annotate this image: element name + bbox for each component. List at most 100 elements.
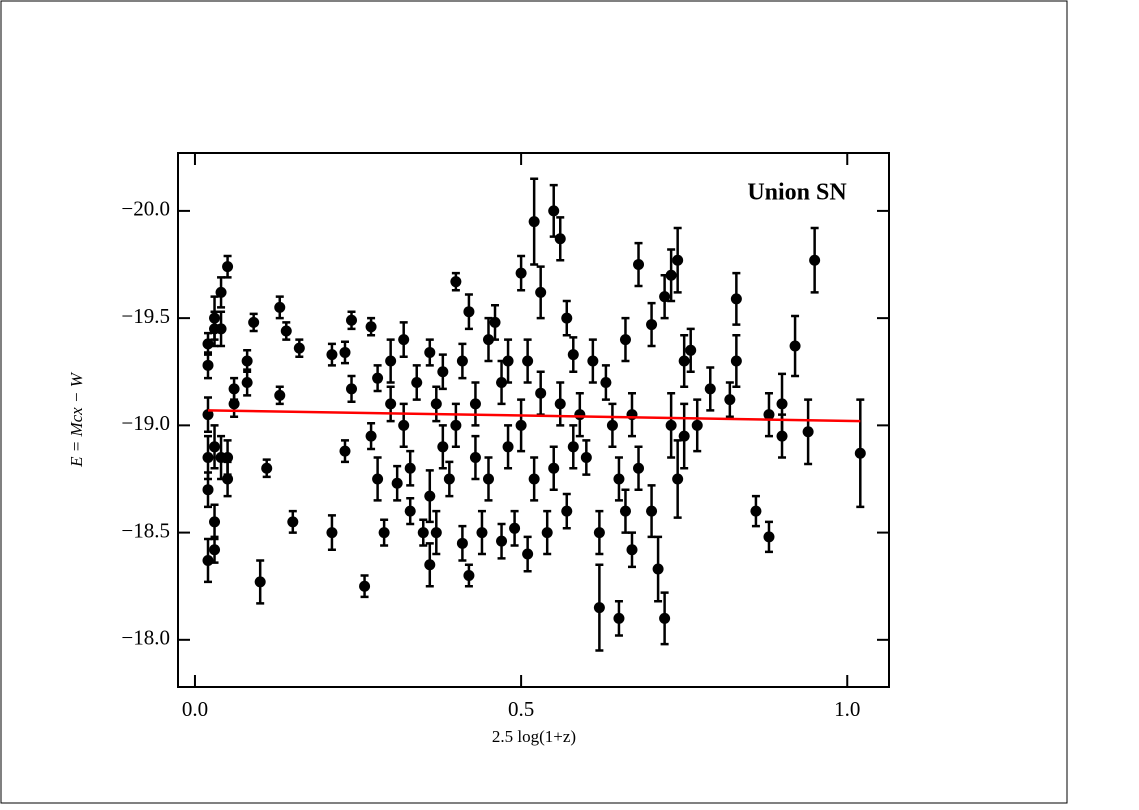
data-point	[430, 398, 442, 410]
data-point	[528, 216, 540, 228]
data-point	[287, 516, 299, 528]
data-point	[789, 340, 801, 352]
data-point	[469, 452, 481, 464]
data-point	[424, 346, 436, 358]
data-point	[248, 316, 260, 328]
data-point	[215, 323, 227, 335]
data-point	[280, 325, 292, 337]
data-point	[450, 419, 462, 431]
data-point	[613, 612, 625, 624]
data-point	[633, 259, 645, 271]
data-point	[619, 505, 631, 517]
data-point	[385, 398, 397, 410]
data-point	[548, 462, 560, 474]
data-point	[854, 447, 866, 459]
data-point	[385, 355, 397, 367]
data-point	[202, 359, 214, 371]
frame	[0, 0, 1068, 804]
y-tick-label: −19.5	[121, 304, 170, 328]
data-point	[730, 355, 742, 367]
data-point	[613, 473, 625, 485]
data-point	[567, 349, 579, 361]
data-point	[476, 527, 488, 539]
data-point	[704, 383, 716, 395]
data-point	[678, 355, 690, 367]
data-point	[535, 286, 547, 298]
data-point	[541, 527, 553, 539]
data-point	[515, 419, 527, 431]
data-point	[528, 473, 540, 485]
data-point	[496, 535, 508, 547]
data-point	[202, 554, 214, 566]
data-point	[561, 312, 573, 324]
data-point	[619, 334, 631, 346]
data-point	[202, 484, 214, 496]
data-point	[209, 516, 221, 528]
data-point	[372, 372, 384, 384]
data-point	[593, 602, 605, 614]
data-point	[209, 441, 221, 453]
data-point	[580, 452, 592, 464]
data-point	[502, 355, 514, 367]
data-point	[600, 376, 612, 388]
data-point	[776, 398, 788, 410]
data-point	[659, 612, 671, 624]
x-tick-label: 0.0	[182, 697, 208, 721]
data-point	[202, 409, 214, 421]
data-point	[750, 505, 762, 517]
data-point	[228, 398, 240, 410]
data-point	[724, 394, 736, 406]
data-point	[646, 505, 658, 517]
data-point	[202, 452, 214, 464]
data-point	[672, 473, 684, 485]
data-point	[254, 576, 266, 588]
data-point	[365, 430, 377, 442]
x-tick-label: 1.0	[834, 697, 860, 721]
data-point	[391, 477, 403, 489]
data-point	[678, 430, 690, 442]
data-point	[489, 316, 501, 328]
data-point	[274, 301, 286, 313]
data-point	[554, 398, 566, 410]
data-point	[215, 286, 227, 298]
data-point	[482, 334, 494, 346]
data-point	[228, 383, 240, 395]
data-point	[763, 409, 775, 421]
data-point	[809, 254, 821, 266]
data-point	[339, 346, 351, 358]
data-point	[802, 426, 814, 438]
data-point	[463, 569, 475, 581]
data-point	[626, 544, 638, 556]
data-point	[672, 254, 684, 266]
fit-line	[207, 409, 861, 423]
data-point	[346, 383, 358, 395]
data-point	[430, 527, 442, 539]
data-point	[417, 527, 429, 539]
data-point	[522, 355, 534, 367]
data-point	[685, 344, 697, 356]
data-point	[443, 473, 455, 485]
data-point	[404, 462, 416, 474]
data-point	[378, 527, 390, 539]
data-point	[372, 473, 384, 485]
data-point	[456, 355, 468, 367]
data-point	[691, 419, 703, 431]
data-point	[548, 205, 560, 217]
data-point	[509, 522, 521, 534]
x-tick-label: 0.5	[508, 697, 534, 721]
data-point	[587, 355, 599, 367]
data-point	[398, 334, 410, 346]
data-point	[404, 505, 416, 517]
data-point	[482, 473, 494, 485]
data-point	[652, 563, 664, 575]
data-point	[469, 398, 481, 410]
data-point	[326, 527, 338, 539]
data-point	[346, 314, 358, 326]
y-tick-label: −19.0	[121, 411, 170, 435]
data-point	[209, 544, 221, 556]
annotation: Union SN	[747, 180, 847, 206]
data-point	[463, 306, 475, 318]
data-point	[522, 548, 534, 560]
y-axis-label: E = Mcx − W	[67, 371, 86, 468]
